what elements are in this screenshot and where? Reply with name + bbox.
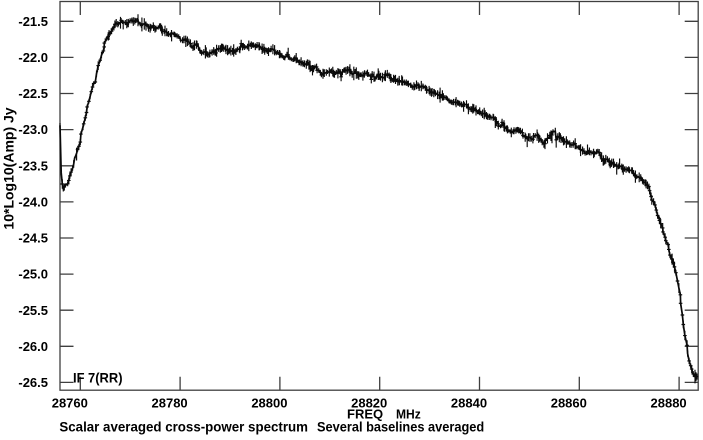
svg-text:28860: 28860	[551, 396, 587, 411]
svg-text:-23.0: -23.0	[18, 122, 48, 137]
svg-text:-26.5: -26.5	[18, 375, 48, 390]
svg-text:10*Log10(Amp) Jy: 10*Log10(Amp) Jy	[1, 107, 17, 229]
svg-text:28800: 28800	[251, 396, 287, 411]
svg-text:-25.0: -25.0	[18, 267, 48, 282]
svg-text:-26.0: -26.0	[18, 339, 48, 354]
svg-text:Several baselines averaged: Several baselines averaged	[317, 419, 484, 435]
svg-text:28820: 28820	[351, 396, 387, 411]
svg-text:-24.5: -24.5	[18, 231, 48, 246]
svg-text:Scalar averaged cross-power sp: Scalar averaged cross-power spectrum	[59, 419, 308, 435]
svg-text:28780: 28780	[152, 396, 188, 411]
svg-text:28880: 28880	[651, 396, 687, 411]
svg-text:-23.5: -23.5	[18, 158, 48, 173]
svg-text:-24.0: -24.0	[18, 195, 48, 210]
svg-text:MHz: MHz	[396, 406, 421, 421]
svg-text:-25.5: -25.5	[18, 303, 48, 318]
svg-text:FREQ: FREQ	[347, 406, 383, 421]
svg-text:28760: 28760	[52, 396, 88, 411]
svg-text:28840: 28840	[451, 396, 487, 411]
svg-text:IF 7(RR): IF 7(RR)	[73, 370, 123, 386]
svg-text:-22.5: -22.5	[18, 86, 48, 101]
svg-text:-21.5: -21.5	[18, 14, 48, 29]
svg-text:-22.0: -22.0	[18, 50, 48, 65]
